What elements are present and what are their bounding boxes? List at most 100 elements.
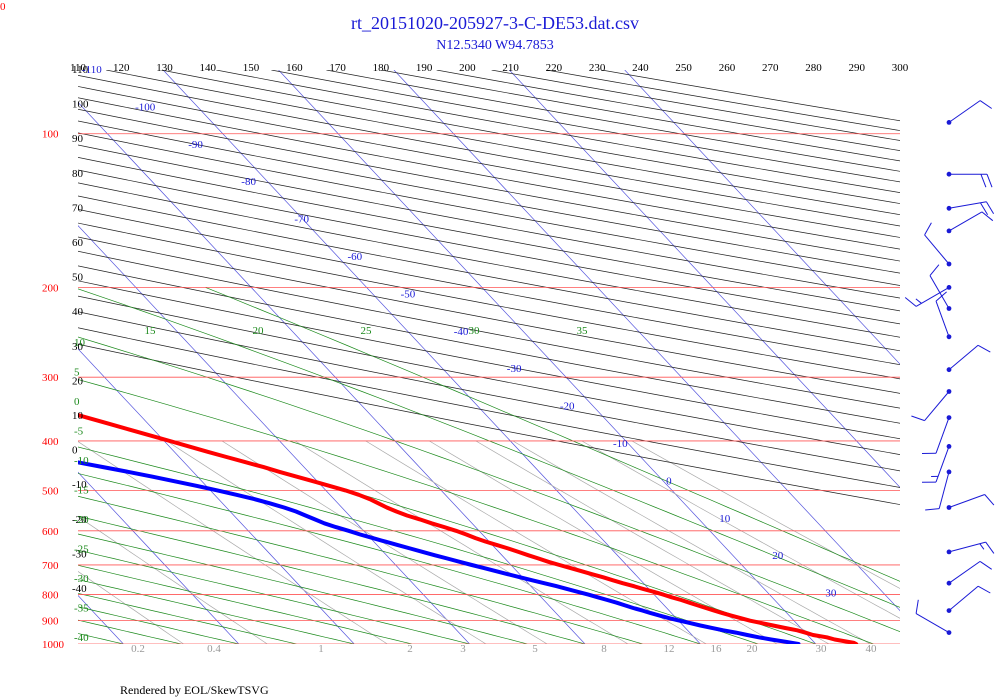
dry-adiabat-line bbox=[78, 343, 900, 505]
mixing-ratio-line bbox=[166, 440, 487, 644]
wind-barb-flag bbox=[935, 291, 947, 302]
moist-adiabat-left-label: -5 bbox=[74, 426, 84, 438]
top-axis-label: 200 bbox=[459, 62, 476, 74]
dry-adiabat-line bbox=[78, 132, 900, 286]
moist-adiabat-line bbox=[78, 379, 874, 644]
pressure-label: 700 bbox=[42, 560, 59, 572]
wind-barb-staff bbox=[948, 560, 981, 584]
wind-barb-flag bbox=[986, 174, 993, 188]
isotherm-label: 10 bbox=[719, 513, 731, 525]
wind-barb-staff bbox=[948, 344, 979, 371]
top-axis-label: 250 bbox=[675, 62, 692, 74]
mixing-ratio-label: 30 bbox=[816, 643, 828, 655]
pressure-label: 100 bbox=[42, 129, 59, 141]
chart-subtitle: N12.5340 W94.7853 bbox=[436, 38, 554, 53]
dry-adiabat-line bbox=[78, 120, 900, 274]
pressure-label: 600 bbox=[42, 526, 59, 538]
dry-adiabat-line bbox=[436, 70, 900, 151]
mixing-ratio-label: 2 bbox=[407, 643, 413, 655]
dry-adiabat-line bbox=[78, 311, 900, 472]
isotherm-label: -90 bbox=[188, 139, 203, 151]
left-axis-label: -40 bbox=[72, 583, 87, 595]
mixing-ratio-label: 8 bbox=[601, 643, 607, 655]
top-axis-label: 300 bbox=[892, 62, 909, 74]
mixing-ratio-label: 16 bbox=[711, 643, 723, 655]
top-axis-label: 140 bbox=[200, 62, 217, 74]
wind-barb-flag bbox=[980, 174, 987, 188]
dry-adiabat-line bbox=[78, 209, 900, 366]
isotherm-label: -80 bbox=[241, 176, 256, 188]
isotherm-line bbox=[393, 70, 900, 612]
dry-adiabat-line bbox=[78, 195, 900, 352]
isotherm-line bbox=[78, 471, 240, 644]
wind-barb-flag bbox=[977, 585, 991, 594]
dry-adiabat-line bbox=[78, 250, 900, 409]
top-axis-label: 240 bbox=[632, 62, 649, 74]
wind-barb-flag bbox=[929, 264, 940, 276]
moist-adiabat-label: 15 bbox=[145, 325, 157, 337]
dry-adiabat-line bbox=[78, 144, 900, 299]
isotherm-label: 0 bbox=[666, 475, 672, 487]
wind-barb-staff bbox=[915, 613, 950, 634]
wind-barb-staff bbox=[948, 494, 985, 508]
wind-barb-staff bbox=[929, 275, 950, 309]
dry-adiabat-line bbox=[78, 280, 900, 440]
mixing-ratio-label: 20 bbox=[747, 643, 759, 655]
isotherm-line bbox=[509, 70, 900, 488]
wind-barb-staff bbox=[935, 300, 950, 337]
dry-adiabat-line bbox=[78, 169, 900, 325]
wind-barb-flag bbox=[925, 508, 940, 511]
wind-barb-flag bbox=[979, 202, 989, 216]
moist-adiabat-left-label: 5 bbox=[74, 367, 80, 379]
isotherm-label: 30 bbox=[825, 588, 837, 600]
top-axis-label: 190 bbox=[416, 62, 433, 74]
dry-adiabat-line bbox=[78, 265, 900, 424]
left-axis-label: 110 bbox=[72, 64, 89, 76]
dry-adiabat-line bbox=[326, 70, 900, 172]
wind-barb-staff bbox=[924, 391, 950, 421]
moist-adiabat-label: 20 bbox=[253, 325, 265, 337]
wind-barb-flag bbox=[985, 201, 995, 214]
dry-adiabat-line bbox=[216, 70, 900, 193]
left-axis-label: 50 bbox=[72, 272, 84, 284]
wind-barbs bbox=[904, 100, 995, 635]
wind-barb-staff bbox=[924, 234, 950, 265]
dry-adiabat-line bbox=[491, 70, 900, 141]
left-axis-label: 10 bbox=[72, 410, 84, 422]
mixing-ratio-label: 1 bbox=[318, 643, 324, 655]
wind-barb-staff bbox=[948, 211, 983, 232]
dry-adiabat-line bbox=[78, 74, 900, 227]
left-axis-label: 70 bbox=[72, 202, 84, 214]
isotherm-line bbox=[78, 225, 470, 644]
wind-barb-flag bbox=[924, 222, 932, 236]
isotherm-label: -70 bbox=[294, 214, 309, 226]
isotherm-line bbox=[78, 101, 586, 644]
mixing-ratio-label: 12 bbox=[664, 643, 675, 655]
pressure-label: 900 bbox=[42, 616, 59, 628]
mixing-ratio-label: 5 bbox=[532, 643, 538, 655]
isotherm-label: -40 bbox=[454, 326, 469, 338]
isotherm-label: -10 bbox=[613, 438, 628, 450]
isotherm-label: -20 bbox=[560, 401, 575, 413]
dry-adiabat-line bbox=[106, 70, 900, 216]
wind-barb-flag bbox=[979, 543, 985, 550]
dry-adiabat-line bbox=[271, 70, 900, 183]
wind-barb-flag bbox=[915, 599, 919, 614]
left-axis-label: 30 bbox=[72, 341, 84, 353]
wind-barb-flag bbox=[915, 298, 922, 304]
top-axis-label: 220 bbox=[546, 62, 563, 74]
isotherm-line bbox=[624, 70, 900, 365]
pressure-label: 500 bbox=[42, 485, 59, 497]
isotherm-label: -30 bbox=[507, 363, 522, 375]
moist-adiabat-line bbox=[78, 579, 355, 644]
pressure-label: 200 bbox=[42, 282, 59, 294]
isotherm-line bbox=[0, 70, 8, 644]
pressure-label: 400 bbox=[42, 436, 59, 448]
moist-adiabat-left-label: -10 bbox=[74, 455, 89, 467]
moist-adiabat-left-label: -15 bbox=[74, 485, 89, 497]
top-axis-label: 150 bbox=[243, 62, 260, 74]
pressure-label: 1000 bbox=[42, 639, 65, 651]
top-axis-label: 110 bbox=[70, 62, 87, 74]
